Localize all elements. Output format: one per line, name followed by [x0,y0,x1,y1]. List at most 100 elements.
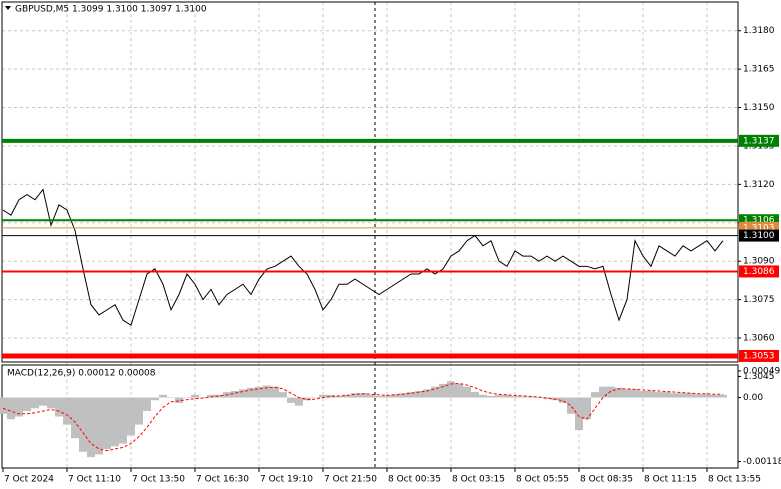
histogram-bar [639,391,647,398]
histogram-bar [399,393,407,398]
histogram-bar [191,394,199,398]
level-label-box [739,349,779,362]
menu-arrow [5,6,11,10]
histogram-bar [559,397,567,403]
histogram-bar [463,386,471,398]
level-label-box [739,229,779,242]
histogram-bar [703,394,711,398]
histogram-bar [119,397,127,444]
y-tick-label: 1.3120 [743,180,775,190]
histogram-bar [719,394,727,398]
x-tick-label: 8 Oct 05:55 [516,475,569,485]
histogram-bar [175,397,183,403]
histogram-bar [471,392,479,398]
histogram-bar [391,394,399,398]
y-tick-label: 0.00049 [743,366,780,376]
histogram-bar [311,397,319,399]
histogram-bar [623,389,631,398]
y-tick-label: 1.3075 [743,295,775,305]
histogram-bar [407,392,415,398]
x-tick-label: 7 Oct 13:50 [132,475,185,485]
histogram-bar [591,392,599,398]
histogram-bar [79,397,87,452]
y-tick-label: 1.3150 [743,103,775,113]
histogram-bar [367,394,375,398]
histogram-bar [663,392,671,398]
histogram-bar [151,397,159,401]
histogram-bar [127,397,135,436]
histogram-bar [383,395,391,398]
histogram-bar [359,393,367,398]
histogram-bar [655,392,663,398]
x-tick-label: 7 Oct 19:10 [260,475,313,485]
histogram-bar [15,397,23,417]
macd-title: MACD(12,26,9) 0.00012 0.00008 [7,369,156,379]
x-tick-label: 8 Oct 03:15 [452,475,505,485]
histogram-bar [167,397,175,399]
histogram-bar [439,383,447,398]
histogram-bar [567,397,575,414]
y-tick-label: 1.3090 [743,257,775,267]
histogram-bar [143,397,151,412]
histogram-bar [415,391,423,398]
histogram-bar [215,394,223,398]
histogram-bar [495,394,503,398]
histogram-bar [543,397,551,400]
level-label: 1.3106 [743,216,775,226]
y-tick-label: 1.3060 [743,334,775,344]
histogram-bar [535,397,543,399]
histogram-bar [335,395,343,398]
histogram-bar [679,393,687,398]
histogram-bar [527,396,535,398]
histogram-bar [39,397,47,406]
y-tick-label: -0.00118 [743,457,781,467]
histogram-bar [303,397,311,401]
histogram-bar [295,397,303,406]
chart-title: GBPUSD,M5 1.3099 1.3100 1.3097 1.3100 [15,5,207,15]
histogram-bar [375,395,383,398]
histogram-bar [583,397,591,420]
histogram-bar [47,397,55,409]
histogram-bar [135,397,143,425]
histogram-bar [103,397,111,450]
y-tick-label: 0.00 [743,393,763,403]
histogram-bar [511,395,519,398]
histogram-bar [31,397,39,409]
level-label-box [739,134,779,147]
histogram-bar [287,397,295,403]
histogram-bar [255,386,263,398]
histogram-bar [575,397,583,431]
histogram-bar [631,389,639,398]
histogram-bar [63,397,71,425]
macd-frame [1,364,739,469]
x-tick-label: 8 Oct 11:15 [644,475,697,485]
histogram-bar [319,394,327,398]
level-label: 1.3053 [743,351,775,361]
histogram-bar [55,397,63,417]
level-label-box [739,265,779,278]
y-tick-label: 1.3045 [743,372,775,382]
histogram-bar [159,394,167,398]
histogram-bar [23,397,31,412]
histogram-bar [695,394,703,398]
histogram-bar [183,397,191,399]
histogram-bar [207,394,215,398]
level-label: 1.3100 [743,231,775,241]
y-tick-label: 1.3165 [743,65,775,75]
histogram-bar [111,397,119,447]
histogram-bar [279,392,287,398]
level-label: 1.3103 [743,223,775,233]
x-tick-label: 7 Oct 16:30 [196,475,249,485]
histogram-bar [599,386,607,398]
histogram-bar [431,386,439,398]
y-tick-label: 1.3180 [743,26,775,36]
level-label: 1.3137 [743,136,775,146]
x-tick-label: 8 Oct 08:35 [580,475,633,485]
price-line [2,188,724,326]
histogram-bar [87,397,95,458]
histogram-bar [687,393,695,398]
histogram-bar [503,394,511,398]
histogram-bar [647,391,655,398]
histogram-bar [455,383,463,398]
histogram-bar [479,394,487,398]
